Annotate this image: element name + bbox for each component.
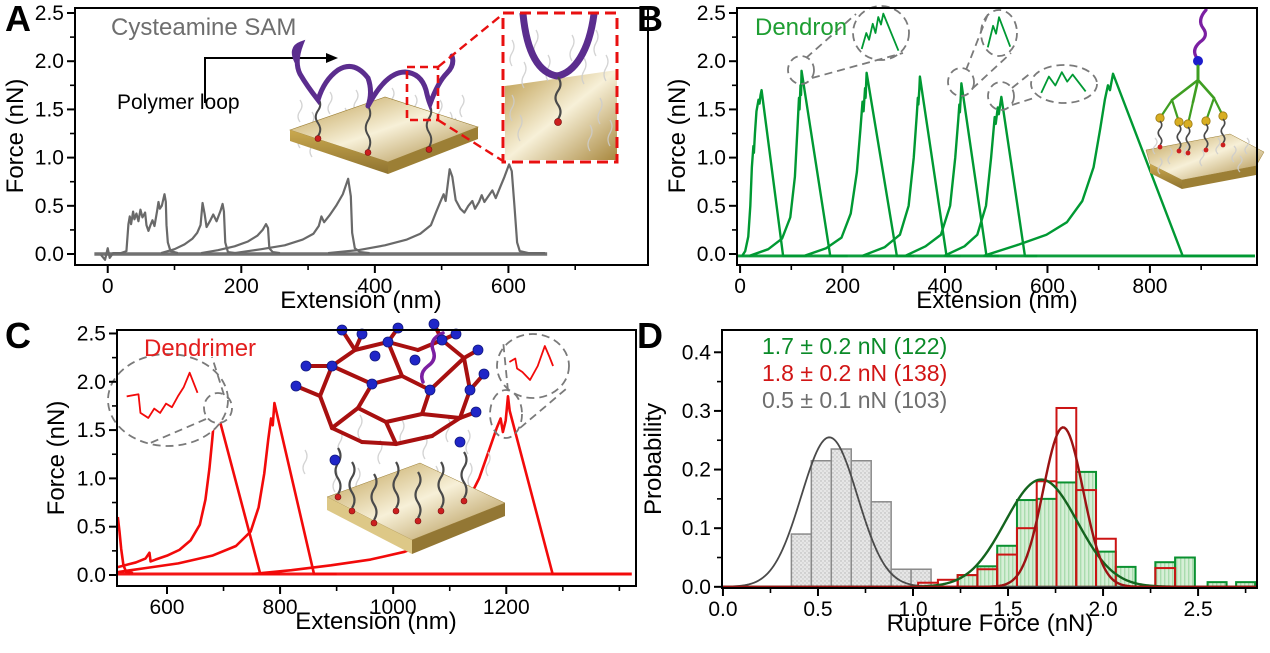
- panel-d-xaxis-title: Rupture Force (nN): [886, 610, 1094, 637]
- svg-text:0.4: 0.4: [682, 341, 712, 364]
- svg-text:1.5: 1.5: [77, 419, 106, 442]
- zoom-ellipse: [107, 353, 229, 447]
- svg-text:1.5: 1.5: [697, 98, 726, 121]
- svg-text:0.0: 0.0: [77, 564, 106, 587]
- panel-c-title: Dendrimer: [144, 335, 257, 362]
- svg-text:0.3: 0.3: [682, 400, 711, 423]
- svg-text:1.0: 1.0: [35, 147, 64, 170]
- panel-b-data: [738, 69, 1255, 258]
- svg-text:2.5: 2.5: [35, 2, 64, 25]
- zoom-ellipse: [787, 55, 815, 85]
- panel-d-yaxis-title: Probability: [640, 402, 667, 516]
- panel-d-axes: 0.0 0.5 1.0 1.5 2.0 2.5 0.0 0.1 0.2 0.3 0.4: [682, 329, 1258, 621]
- zoomed-sawtooth-trace: [1040, 71, 1087, 94]
- sam-surface-illustration: [289, 39, 479, 174]
- panel-a-title: Cysteamine SAM: [111, 14, 297, 41]
- panel-b-axes: 0 200 400 600 800 0.0 0.5 1.0 1.5 2.0 2.5: [697, 2, 1258, 298]
- polymer-loop-label: Polymer loop: [117, 91, 240, 114]
- zoom-ellipse: [496, 333, 570, 399]
- panel-b-xaxis-title: Extension (nm): [916, 287, 1078, 314]
- zoom-ellipse: [980, 9, 1018, 57]
- svg-text:2.0: 2.0: [35, 50, 64, 73]
- svg-text:0.2: 0.2: [682, 459, 711, 482]
- dendrimer-molecule-illustration: [290, 318, 506, 554]
- zoomed-sawtooth-trace: [126, 371, 199, 419]
- svg-text:0.0: 0.0: [35, 243, 64, 266]
- panel-letter-b: B: [637, 0, 663, 39]
- svg-text:1.0: 1.0: [77, 467, 106, 490]
- zoom-region-box: [405, 65, 440, 122]
- zoomed-sawtooth-trace: [860, 12, 900, 52]
- legend-cysteamine: 0.5 ± 0.1 nN (103): [762, 387, 948, 413]
- panel-a-yaxis-title: Force (nN): [2, 78, 29, 194]
- svg-text:0.0: 0.0: [708, 598, 737, 621]
- svg-text:0.0: 0.0: [697, 243, 726, 266]
- panel-c-data: [118, 394, 632, 576]
- zoom-ellipse: [947, 67, 975, 97]
- svg-text:0.0: 0.0: [682, 576, 711, 599]
- svg-text:1.5: 1.5: [35, 98, 64, 121]
- svg-text:1200: 1200: [483, 596, 530, 619]
- svg-text:2.0: 2.0: [1088, 598, 1117, 621]
- svg-text:400: 400: [927, 275, 962, 298]
- panel-a-data: [94, 163, 548, 261]
- svg-text:0.5: 0.5: [697, 195, 726, 218]
- panel-b-title: Dendron: [755, 14, 848, 41]
- panel-d-data: [723, 406, 1256, 587]
- zoom-ellipse: [1030, 64, 1098, 104]
- panel-b-annotations: [787, 5, 1265, 189]
- svg-text:1.0: 1.0: [697, 147, 726, 170]
- panel-a-xaxis-title: Extension (nm): [280, 287, 442, 314]
- svg-text:600: 600: [1030, 275, 1065, 298]
- zoomed-sawtooth-trace: [508, 345, 554, 381]
- svg-text:0: 0: [102, 275, 114, 298]
- svg-text:1000: 1000: [370, 596, 417, 619]
- panel-c-axes: 600 800 1000 1200 0.0 0.5 1.0 1.5 2.0 2.5: [77, 322, 637, 619]
- svg-text:2.5: 2.5: [1183, 598, 1212, 621]
- svg-text:600: 600: [491, 275, 526, 298]
- panel-c-xaxis-title: Extension (nm): [295, 608, 457, 635]
- svg-text:0: 0: [734, 275, 746, 298]
- svg-text:0.1: 0.1: [682, 517, 711, 540]
- svg-text:0.5: 0.5: [35, 195, 64, 218]
- legend-dendrimer: 1.8 ± 0.2 nN (138): [762, 360, 948, 386]
- panel-a-annotations: [204, 11, 619, 174]
- panel-a-axes: 0 200 400 600 0.0 0.5 1.0 1.5 2.0 2.5: [35, 2, 649, 298]
- svg-text:2.5: 2.5: [77, 322, 106, 345]
- zoom-ellipse: [987, 81, 1015, 111]
- svg-text:2.0: 2.0: [77, 371, 106, 394]
- legend-dendron: 1.7 ± 0.2 nN (122): [762, 333, 948, 359]
- panel-letter-c: C: [5, 315, 31, 356]
- zoom-inset-polymer-loop: [501, 11, 619, 164]
- svg-text:0.5: 0.5: [77, 516, 106, 539]
- polymer-loop-arrow: [204, 57, 328, 103]
- panel-c-annotations: [107, 318, 570, 554]
- svg-text:800: 800: [263, 596, 298, 619]
- svg-text:2.5: 2.5: [697, 2, 726, 25]
- svg-text:1.0: 1.0: [898, 598, 927, 621]
- svg-text:400: 400: [357, 275, 392, 298]
- panel-letter-d: D: [637, 315, 663, 356]
- svg-text:200: 200: [224, 275, 259, 298]
- svg-text:2.0: 2.0: [697, 50, 726, 73]
- panel-c-yaxis-title: Force (nN): [43, 400, 70, 516]
- svg-text:0.5: 0.5: [803, 598, 832, 621]
- dendron-molecule-illustration: [1145, 8, 1265, 189]
- zoomed-sawtooth-trace: [986, 16, 1012, 48]
- zoom-ellipse: [852, 5, 910, 61]
- svg-text:1.5: 1.5: [993, 598, 1022, 621]
- zoom-ellipse: [203, 392, 233, 424]
- svg-text:600: 600: [149, 596, 184, 619]
- zoom-ellipse: [489, 389, 523, 439]
- panel-letter-a: A: [5, 0, 31, 39]
- svg-text:200: 200: [825, 275, 860, 298]
- svg-text:800: 800: [1132, 275, 1167, 298]
- panel-b-yaxis-title: Force (nN): [664, 78, 691, 194]
